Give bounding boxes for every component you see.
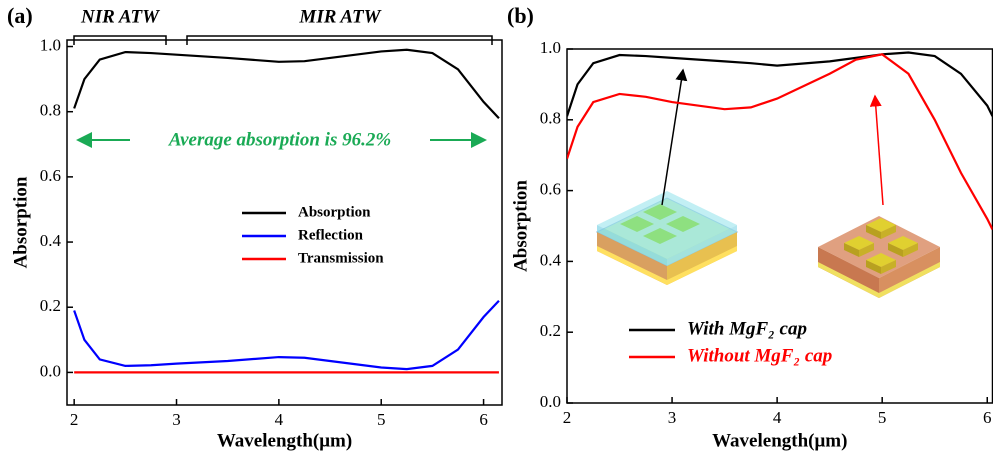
x-tick-label: 3 [172,410,181,429]
data-line [74,301,499,369]
x-axis-label: Wavelength(μm) [217,430,352,451]
y-tick-label: 0.8 [540,109,561,128]
y-tick-label: 0.0 [540,392,561,411]
x-tick-label: 5 [878,408,887,427]
y-tick-label: 0.8 [40,101,61,120]
legend-label: Reflection [298,227,364,243]
x-axis-label: Wavelength(μm) [712,430,847,451]
annotation: Average absorption is 96.2% [168,129,391,150]
y-axis-label: Absorption [10,176,31,268]
structure-without-cap [818,216,940,298]
pointer-arrow [875,96,883,205]
x-tick-label: 6 [983,408,992,427]
x-tick-label: 6 [479,410,488,429]
figure: NIR ATW MIR ATW Average absorption is 96… [0,0,993,461]
legend-label: Without MgF₂ cap [687,345,832,366]
x-tick-label: 2 [70,410,79,429]
pointer-arrow [662,70,683,205]
panel: (a) Wavelength(μm) Absorption 2 3 4 5 6 0.0 0.2 0.… [7,3,502,451]
y-tick-label: 0.2 [540,321,561,340]
x-tick-label: 5 [377,410,386,429]
panel-label: (b) [507,3,534,28]
panel-label: (a) [7,3,33,28]
x-tick-label: 4 [275,410,284,429]
y-tick-label: 1.0 [40,35,61,54]
y-tick-label: 0.0 [40,361,61,380]
y-tick-label: 0.4 [540,250,562,269]
data-line [567,53,993,117]
legend-label: Absorption [298,204,371,220]
y-axis-label: Absorption [510,180,531,272]
x-tick-label: 2 [563,408,572,427]
x-tick-label: 3 [668,408,677,427]
data-line [74,50,499,118]
legend-label: With MgF₂ cap [687,318,807,339]
data-line [567,54,993,229]
y-tick-label: 0.2 [40,296,61,315]
panel: (b) Wavelength(μm) Absorption 2 3 4 5 6 0.0 0.2 0.… [507,3,993,451]
y-tick-label: 0.6 [540,180,561,199]
y-tick-label: 0.6 [40,166,61,185]
y-tick-label: 0.4 [40,231,62,250]
x-tick-label: 4 [773,408,782,427]
plot-frame [67,40,502,405]
annotation: MIR ATW [298,6,381,27]
annotation: NIR ATW [80,6,160,27]
y-tick-label: 1.0 [540,38,561,57]
structure-with-cap [597,191,737,285]
legend-label: Transmission [298,250,384,266]
